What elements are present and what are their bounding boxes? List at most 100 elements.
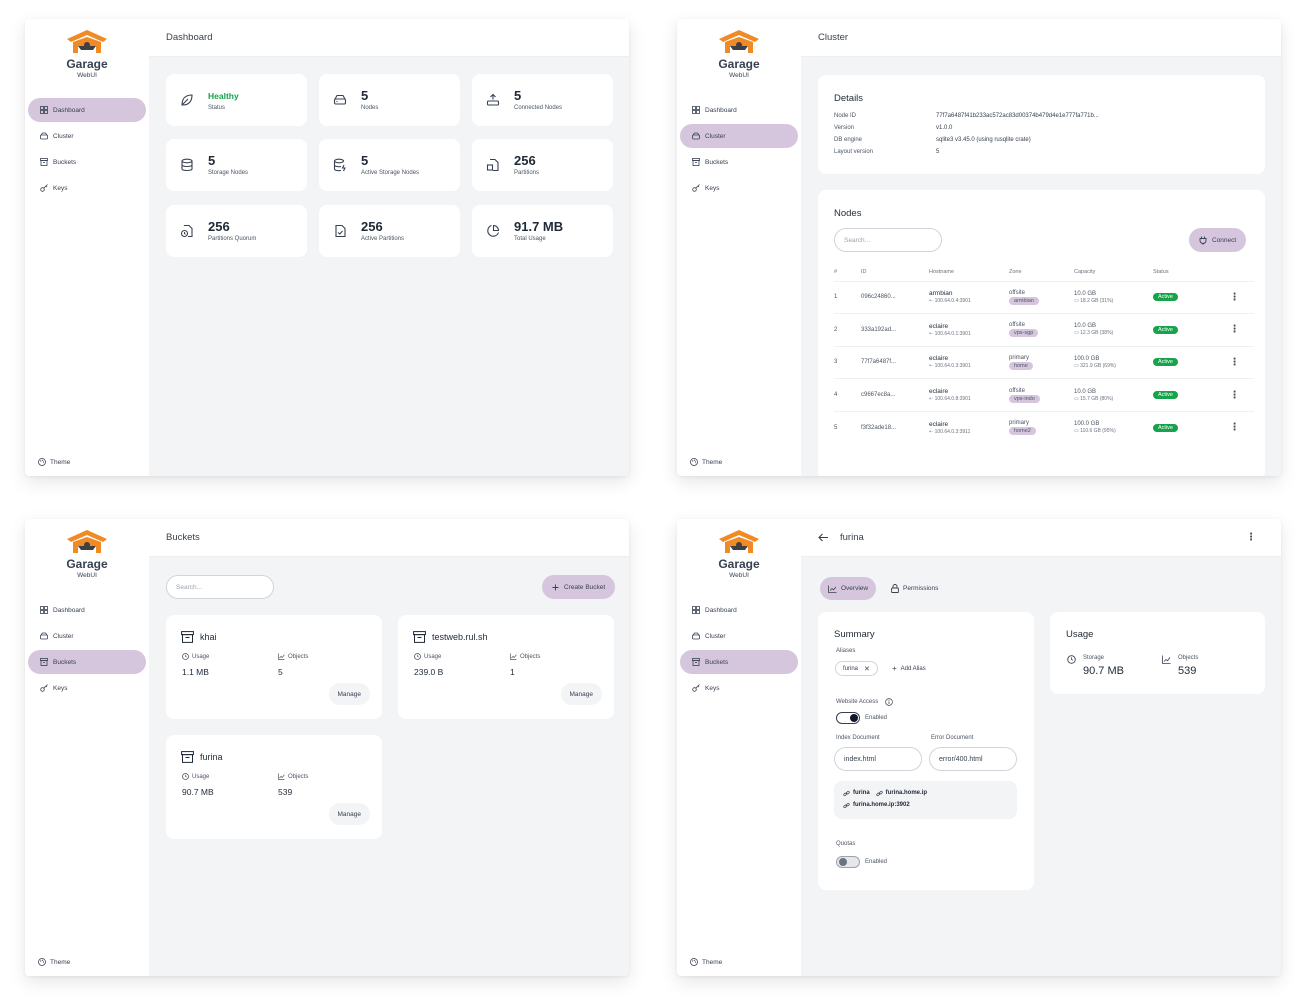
app-name: Garage xyxy=(718,557,760,571)
tab-overview[interactable]: Overview xyxy=(820,577,877,600)
index-document-input[interactable]: index.html xyxy=(834,747,922,771)
row-menu-icon[interactable]: ⋮ xyxy=(1215,313,1254,347)
usage-label: Usage xyxy=(182,773,209,780)
quotas-toggle[interactable] xyxy=(836,856,860,868)
app-subtitle: WebUI xyxy=(77,572,97,579)
app-subtitle: WebUI xyxy=(729,572,749,579)
node-id: 333a192ad... xyxy=(861,313,929,347)
node-host-cell: eclaire ⇠ 100.64.0.3:3901 xyxy=(929,345,1009,379)
stat-label: Status xyxy=(208,105,226,111)
node-host-cell: eclaire ⇠ 100.64.0.3:3911 xyxy=(929,410,1009,444)
connect-button[interactable]: Connect xyxy=(1189,228,1247,252)
nodes-search-input[interactable]: Search... xyxy=(834,228,942,252)
details-list: Node ID 77f7a6487f41b233ac572ac83d00374b4… xyxy=(834,110,1099,158)
website-link[interactable]: furina.home.ip:3902 xyxy=(853,802,910,808)
status-badge: Active xyxy=(1153,325,1178,334)
app-logo[interactable]: Garage WebUI xyxy=(25,29,149,80)
page-menu-icon[interactable]: ⋮ xyxy=(1246,532,1256,543)
buckets-search-input[interactable]: Search... xyxy=(166,575,274,599)
sidebar: Garage WebUI Dashboard Cluster Buckets K… xyxy=(677,19,801,476)
nav-label: Keys xyxy=(53,684,68,692)
status-badge: Active xyxy=(1153,358,1178,367)
bucket-card-testweb[interactable]: testweb.rul.sh Usage Objects 239.0 B 1 M… xyxy=(398,615,614,719)
stat-card-active-storage-nodes: 5 Active Storage Nodes xyxy=(319,139,460,191)
error-document-input[interactable]: error/400.html xyxy=(929,747,1017,771)
table-row[interactable]: 2 333a192ad... eclaire ⇠ 100.64.0.1:3901 … xyxy=(834,313,1254,347)
nav-item-buckets[interactable]: Buckets xyxy=(680,150,798,174)
manage-button[interactable]: Manage xyxy=(328,803,370,825)
bucket-card-furina[interactable]: furina Usage Objects 90.7 MB 539 Manage xyxy=(166,735,382,839)
theme-button[interactable]: Theme xyxy=(38,958,70,966)
arrow-left-icon[interactable] xyxy=(818,533,829,542)
layout-grid-icon xyxy=(692,106,700,114)
add-alias-button[interactable]: + Add Alias xyxy=(892,664,926,673)
stat-value: 91.7 MB xyxy=(514,219,564,234)
row-menu-icon[interactable]: ⋮ xyxy=(1215,410,1254,444)
table-row[interactable]: 1 096c24860... armbian ⇠ 100.64.0.4:3901 … xyxy=(834,280,1254,314)
table-row[interactable]: 4 c9667ec8a... eclaire ⇠ 100.64.0.8:3901 … xyxy=(834,378,1254,412)
status-badge: Active xyxy=(1153,391,1178,400)
tab-permissions[interactable]: Permissions xyxy=(883,577,946,600)
website-link[interactable]: furina.home.ip xyxy=(885,790,928,796)
nav-item-buckets[interactable]: Buckets xyxy=(28,650,146,674)
stat-value: 5 xyxy=(361,153,369,168)
nav-item-keys[interactable]: Keys xyxy=(28,676,146,700)
manage-button[interactable]: Manage xyxy=(560,683,602,705)
clock-icon xyxy=(1067,655,1076,664)
nav-item-dashboard[interactable]: Dashboard xyxy=(28,98,146,122)
row-menu-icon[interactable]: ⋮ xyxy=(1215,280,1254,314)
usage-value: 239.0 B xyxy=(414,667,444,677)
node-capacity-cell: 100.0 GB ▭ 321.9 GB (69%) xyxy=(1074,345,1153,379)
nav-item-keys[interactable]: Keys xyxy=(680,676,798,700)
bucket-card-khai[interactable]: khai Usage Objects 1.1 MB 5 Manage xyxy=(166,615,382,719)
node-capacity-cell: 10.0 GB ▭ 15.7 GB (80%) xyxy=(1074,378,1153,412)
sidebar: Garage WebUI Dashboard Cluster Buckets K… xyxy=(25,19,149,476)
nav-item-keys[interactable]: Keys xyxy=(680,176,798,200)
nav-item-keys[interactable]: Keys xyxy=(28,176,146,200)
nav-label: Cluster xyxy=(53,632,74,640)
palette-icon xyxy=(690,458,698,466)
nav-item-cluster[interactable]: Cluster xyxy=(680,124,798,148)
nav-item-cluster[interactable]: Cluster xyxy=(28,124,146,148)
stat-card-total-usage: 91.7 MB Total Usage xyxy=(472,205,613,257)
website-access-toggle[interactable] xyxy=(836,712,860,724)
theme-button[interactable]: Theme xyxy=(690,958,722,966)
nav-item-dashboard[interactable]: Dashboard xyxy=(28,598,146,622)
row-menu-icon[interactable]: ⋮ xyxy=(1215,345,1254,379)
hard-drive-icon xyxy=(40,132,48,140)
nav: Dashboard Cluster Buckets Keys xyxy=(28,98,146,202)
key-icon xyxy=(40,684,48,692)
pie-chart-icon xyxy=(487,224,500,237)
theme-button[interactable]: Theme xyxy=(38,458,70,466)
row-menu-icon[interactable]: ⋮ xyxy=(1215,378,1254,412)
page-title: furina xyxy=(840,532,864,543)
stat-value: 256 xyxy=(208,219,230,234)
nav-item-buckets[interactable]: Buckets xyxy=(28,150,146,174)
objects-label: Objects xyxy=(278,653,308,660)
nodes-title: Nodes xyxy=(834,208,862,219)
theme-button[interactable]: Theme xyxy=(690,458,722,466)
nav-item-cluster[interactable]: Cluster xyxy=(28,624,146,648)
manage-button[interactable]: Manage xyxy=(328,683,370,705)
hard-drive-icon xyxy=(40,632,48,640)
nav-item-cluster[interactable]: Cluster xyxy=(680,624,798,648)
website-link[interactable]: furina xyxy=(853,790,870,796)
plus-icon: + xyxy=(892,664,897,673)
detail-row: Version v1.0.0 xyxy=(834,125,953,131)
remove-alias-icon[interactable]: ✕ xyxy=(864,665,870,673)
nav-item-buckets[interactable]: Buckets xyxy=(680,650,798,674)
page-title: Buckets xyxy=(166,532,200,543)
app-logo[interactable]: Garage WebUI xyxy=(677,29,801,80)
nav-item-dashboard[interactable]: Dashboard xyxy=(680,98,798,122)
app-logo[interactable]: Garage WebUI xyxy=(25,529,149,580)
table-row[interactable]: 3 77f7a6487f... eclaire ⇠ 100.64.0.3:3901… xyxy=(834,345,1254,379)
table-row[interactable]: 5 f3f32ade18... eclaire ⇠ 100.64.0.3:3911… xyxy=(834,410,1254,444)
hard-drive-icon xyxy=(692,632,700,640)
info-icon[interactable] xyxy=(885,698,894,706)
app-logo[interactable]: Garage WebUI xyxy=(677,529,801,580)
layout-grid-icon xyxy=(40,606,48,614)
theme-label: Theme xyxy=(50,458,71,466)
nav-item-dashboard[interactable]: Dashboard xyxy=(680,598,798,622)
stat-label: Nodes xyxy=(361,105,379,111)
create-bucket-button[interactable]: Create Bucket xyxy=(542,575,616,599)
